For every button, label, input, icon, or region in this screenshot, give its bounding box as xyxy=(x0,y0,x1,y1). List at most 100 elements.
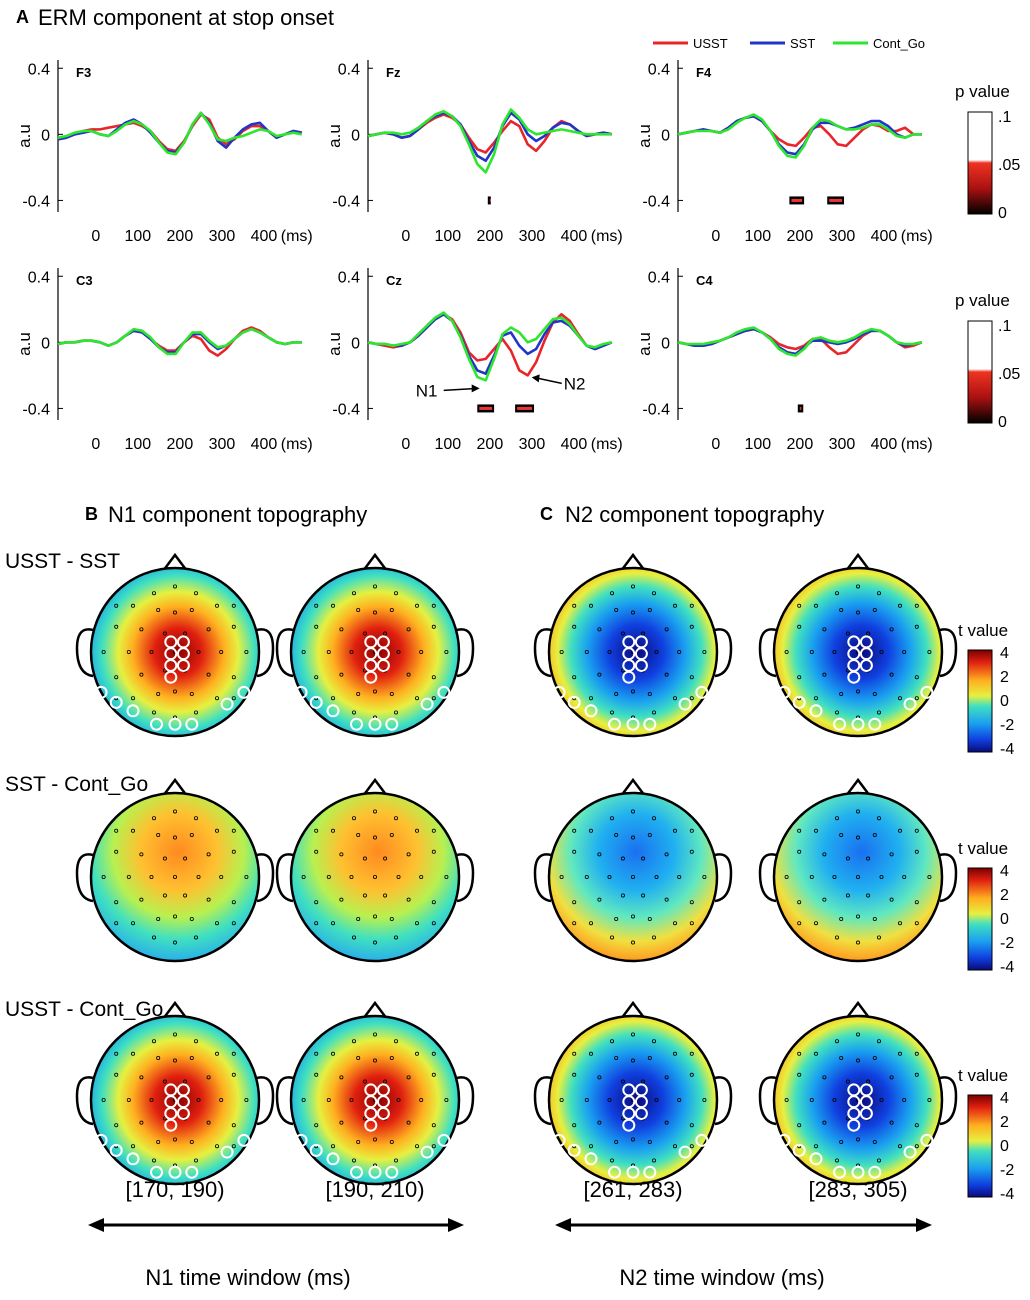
topomap-electrode xyxy=(139,897,144,902)
topomap-0-3 xyxy=(758,552,958,738)
topomap-electrode xyxy=(664,1120,669,1125)
topomap-significant-electrode xyxy=(920,1133,934,1147)
topomap-electrode xyxy=(559,1098,564,1103)
n1-window-label-2: [190, 210) xyxy=(325,1177,424,1202)
topomap-electrode xyxy=(914,828,919,833)
topomap-electrode xyxy=(673,828,678,833)
topomap-electrode xyxy=(406,1120,411,1125)
topomap-electrode xyxy=(572,1123,577,1128)
n2-window-label-1: [261, 283) xyxy=(583,1177,682,1202)
pvalue-tick: 0 xyxy=(998,414,1007,431)
erm-x-unit-label: (ms) xyxy=(901,436,933,453)
topomap-electrode xyxy=(214,1144,219,1149)
topomap-electrode xyxy=(673,921,678,926)
topomap-electrode xyxy=(172,610,177,615)
topomap-electrode xyxy=(559,650,564,655)
topomap-electrode xyxy=(856,689,861,694)
topomap-electrode xyxy=(183,1079,188,1084)
panel-a-letter: A xyxy=(16,7,29,27)
topomap-electrode xyxy=(856,1032,861,1037)
topomap-electrode xyxy=(362,668,367,673)
erm-annotation-arrowhead xyxy=(471,384,480,393)
topomap-electrode xyxy=(607,875,612,880)
erm-x-tick-label: 0 xyxy=(401,436,410,453)
topomap-electrode xyxy=(244,1098,249,1103)
topomap-electrode xyxy=(839,1056,844,1061)
topomap-right-ear xyxy=(456,853,475,903)
topomap-electrode xyxy=(383,1079,388,1084)
topomap-electrode xyxy=(589,921,594,926)
topomap-electrode xyxy=(647,1056,652,1061)
topomap-electrode xyxy=(126,1098,131,1103)
topomap-electrode xyxy=(162,668,167,673)
topomap-electrode xyxy=(206,852,211,857)
topomap-electrode xyxy=(877,935,882,940)
topomap-electrode xyxy=(814,1051,819,1056)
topomap-electrode xyxy=(114,921,119,926)
erm-series-sst xyxy=(677,114,922,156)
tvalue-tick-label: 0 xyxy=(1000,1138,1009,1155)
topomap-electrode xyxy=(631,809,636,814)
topomap-electrode xyxy=(652,591,657,596)
topomap-right-ear xyxy=(456,628,475,678)
topomap-electrode xyxy=(151,591,156,596)
topomap-electrode xyxy=(835,816,840,821)
topomap-electrode xyxy=(814,828,819,833)
topomap-electrode xyxy=(444,650,449,655)
topomap-electrode xyxy=(314,675,319,680)
topomap-electrode xyxy=(839,1140,844,1145)
topomap-left-ear xyxy=(275,628,294,678)
topomap-electrode xyxy=(673,696,678,701)
topomap-electrode xyxy=(183,893,188,898)
topomap-electrode xyxy=(610,710,615,715)
topomap-significant-electrode xyxy=(809,704,823,718)
erm-significance-bar-fill xyxy=(489,198,491,202)
topomap-electrode xyxy=(372,1137,377,1142)
topomap-electrode xyxy=(431,921,436,926)
topomap-electrode xyxy=(172,914,177,919)
topomap-left-ear xyxy=(758,628,777,678)
topomap-significant-electrode xyxy=(868,1165,882,1179)
topomap-significant-electrode xyxy=(567,695,581,709)
erm-x-tick-label: 400 xyxy=(871,228,898,245)
topomap-electrode xyxy=(330,1051,335,1056)
topomap-electrode xyxy=(866,1079,871,1084)
erm-x-unit-label: (ms) xyxy=(901,228,933,245)
pvalue-tick: .1 xyxy=(998,318,1011,335)
topomap-electrode xyxy=(172,875,177,880)
topomap-electrode xyxy=(689,696,694,701)
topomap-electrode xyxy=(372,835,377,840)
topomap-electrode xyxy=(822,1120,827,1125)
topomap-electrode xyxy=(889,627,894,632)
topomap-significant-electrode xyxy=(567,1143,581,1157)
erm-x-tick-label: 100 xyxy=(745,436,772,453)
erm-x-unit-label: (ms) xyxy=(281,228,313,245)
topomap-electrode xyxy=(219,875,224,880)
topomap-electrode xyxy=(914,1144,919,1149)
topomap-electrode xyxy=(431,849,436,854)
topomap-electrode xyxy=(914,1072,919,1077)
topomap-left-ear xyxy=(533,1076,552,1126)
topomap-significant-electrode xyxy=(376,658,390,672)
topomap-electrode xyxy=(330,603,335,608)
topomap-electrode xyxy=(584,875,589,880)
topomap-electrode xyxy=(356,1056,361,1061)
topomap-electrode xyxy=(845,856,850,861)
topomap-electrode xyxy=(839,608,844,613)
topomap-electrode xyxy=(702,875,707,880)
topomap-electrode xyxy=(877,1158,882,1163)
topomap-electrode xyxy=(431,675,436,680)
erm-panel-c3: 0.4 0 -0.4 a.u 0 100 200 300 400 (ms) C3 xyxy=(15,268,313,453)
topomap-electrode xyxy=(383,856,388,861)
topomap-electrode xyxy=(231,921,236,926)
erm-x-tick-label: 100 xyxy=(435,228,462,245)
topomap-electrode xyxy=(631,940,636,945)
topomap-electrode xyxy=(444,875,449,880)
legend-usst-label: USST xyxy=(693,36,728,51)
topomap-electrode xyxy=(872,1056,877,1061)
topomap-electrode xyxy=(231,1144,236,1149)
topomap-electrode xyxy=(314,1123,319,1128)
n1-window-label-1: [170, 190) xyxy=(125,1177,224,1202)
topomap-electrode xyxy=(383,631,388,636)
topomap-electrode xyxy=(647,608,652,613)
